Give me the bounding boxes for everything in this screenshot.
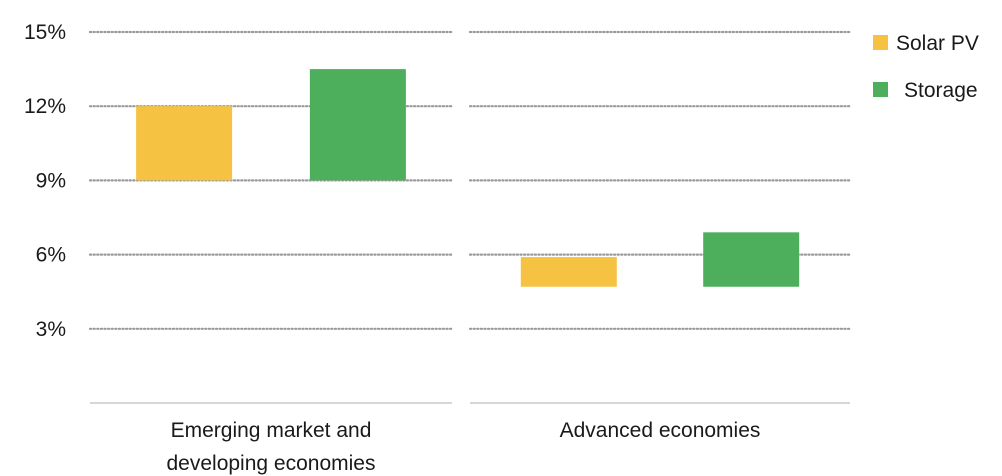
category-label: Emerging market and developing economies [167,419,376,475]
legend-label-solar-pv: Solar PV [896,32,979,55]
legend: Solar PV Storage [873,32,979,102]
bar-storage-panel-2 [703,232,800,287]
category-label: Advanced economies [560,419,761,442]
y-tick-label: 9% [36,169,66,192]
category-labels: Emerging market and developing economies A… [167,419,761,475]
legend-swatch-solar-pv [873,35,888,50]
legend-swatch-storage [873,82,888,97]
y-tick-label: 6% [36,244,66,267]
bar-solar-pv-panel-1 [136,106,233,181]
y-tick-labels: 3% 6% 9% 12% 15% [24,21,66,341]
bars [136,69,800,287]
y-tick-label: 15% [24,21,66,44]
y-tick-label: 12% [24,95,66,118]
bar-solar-pv-panel-2 [520,257,617,287]
y-tick-label: 3% [36,318,66,341]
bar-storage-panel-1 [309,69,406,181]
legend-label-storage: Storage [904,79,978,102]
